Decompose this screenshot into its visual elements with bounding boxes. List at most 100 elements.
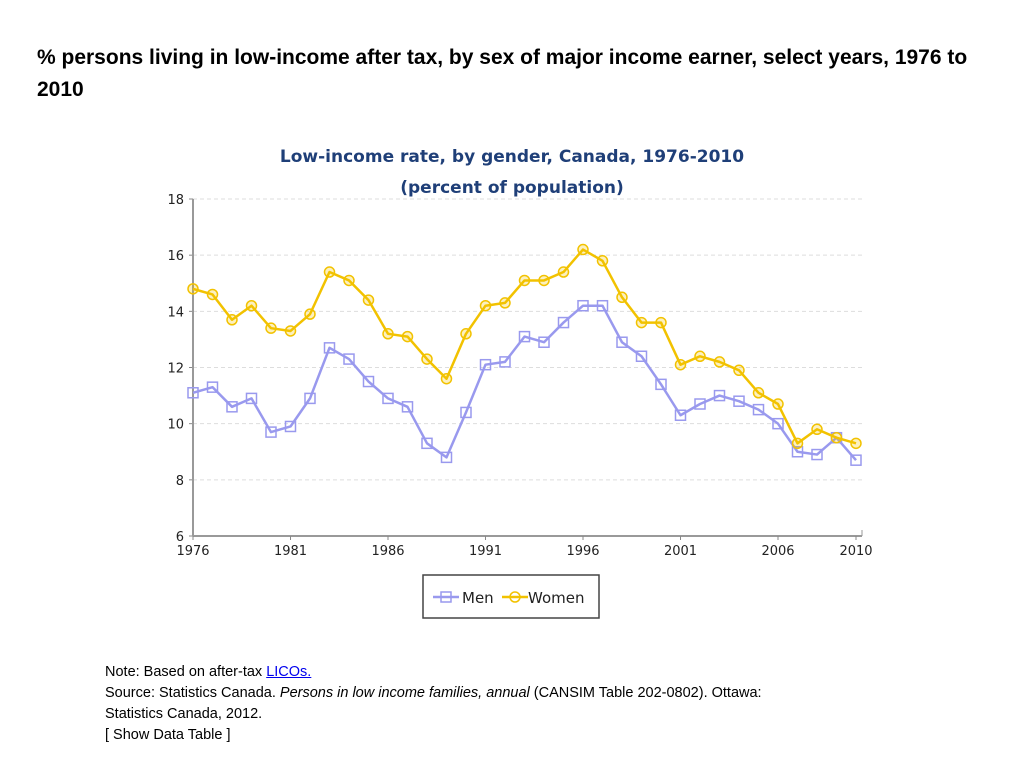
x-tick-label: 1976	[176, 544, 209, 559]
data-point	[401, 401, 414, 413]
slide-title: % persons living in low-income after tax…	[37, 46, 968, 101]
notes: Note: Based on after-tax LICOs. Source: …	[105, 662, 762, 746]
data-point	[733, 364, 745, 377]
x-tick-label: 2006	[761, 544, 794, 559]
data-point	[343, 353, 355, 365]
data-point	[850, 437, 862, 450]
data-point	[752, 387, 765, 399]
data-point	[538, 336, 550, 348]
data-point	[772, 417, 784, 430]
data-point	[616, 291, 628, 304]
data-point	[245, 392, 258, 405]
data-point	[518, 274, 531, 287]
data-point	[499, 297, 511, 309]
data-point	[304, 392, 316, 405]
data-point	[655, 316, 667, 329]
data-point	[752, 403, 765, 416]
series-line-women	[192, 248, 857, 445]
data-point	[206, 288, 219, 301]
data-point	[655, 378, 667, 391]
legend-men-label: Men	[462, 589, 494, 607]
data-point	[811, 448, 823, 461]
data-point	[596, 299, 609, 312]
data-point	[440, 372, 453, 385]
data-point	[460, 406, 472, 419]
data-point	[226, 401, 238, 413]
y-tick-label: 6	[176, 530, 184, 545]
line-chart: Low-income rate, by gender, Canada, 1976…	[167, 147, 873, 619]
source-line-2: Statistics Canada, 2012.	[105, 706, 263, 722]
x-tick-label: 1986	[371, 544, 404, 559]
legend-men-marker	[440, 591, 452, 603]
data-point	[421, 437, 433, 450]
data-point	[226, 314, 238, 326]
data-point	[284, 420, 297, 433]
data-point	[791, 437, 804, 450]
legend-women-marker	[509, 591, 521, 603]
data-point	[440, 451, 453, 464]
data-point	[830, 431, 843, 444]
data-point	[694, 398, 706, 410]
legend: Men Women	[422, 574, 600, 619]
data-point	[479, 358, 492, 371]
data-point	[518, 330, 531, 343]
source-line: Source: Statistics Canada. Persons in lo…	[105, 683, 762, 704]
data-point	[733, 395, 745, 407]
data-point	[401, 330, 414, 343]
data-point	[713, 356, 726, 368]
data-point	[206, 381, 219, 393]
data-point	[323, 266, 336, 278]
source-text: Source: Statistics Canada.	[105, 685, 280, 701]
data-point	[323, 342, 336, 354]
y-tick-label: 8	[176, 474, 184, 489]
data-point	[791, 446, 804, 458]
data-point	[635, 350, 648, 363]
data-point	[811, 423, 823, 436]
data-point	[284, 325, 297, 337]
data-point	[577, 243, 589, 256]
data-point	[596, 255, 609, 267]
data-point	[304, 308, 316, 320]
note-text: Note: Based on after-tax	[105, 664, 267, 680]
source-publication: Persons in low income families, annual	[279, 685, 530, 701]
data-point	[674, 409, 687, 421]
data-point	[635, 316, 648, 329]
y-tick-label: 16	[167, 249, 184, 264]
x-tick-label: 1996	[566, 544, 599, 559]
licos-link[interactable]: LICOs.	[266, 664, 312, 680]
data-point	[577, 299, 589, 312]
data-point	[421, 353, 433, 365]
data-point	[382, 328, 394, 340]
data-point	[362, 294, 375, 306]
y-tick-label: 14	[167, 305, 184, 320]
show-data-table-button[interactable]: [ Show Data Table ]	[105, 727, 231, 743]
data-point	[538, 274, 550, 287]
data-point	[343, 274, 355, 287]
data-point	[772, 398, 784, 410]
data-point	[265, 322, 277, 334]
series-men	[187, 299, 862, 466]
legend-women-label: Women	[528, 589, 584, 607]
data-point	[713, 389, 726, 402]
x-tick-label: 2001	[664, 544, 697, 559]
source-table: (CANSIM Table 202-0802). Ottawa:	[529, 685, 762, 701]
data-point	[265, 426, 277, 438]
data-point	[499, 356, 511, 368]
x-tick-label: 1991	[469, 544, 502, 559]
data-point	[187, 387, 199, 399]
note-line: Note: Based on after-tax LICOs.	[105, 662, 762, 683]
data-point	[616, 336, 628, 348]
data-point	[479, 299, 492, 312]
y-tick-label: 10	[167, 418, 184, 433]
data-point	[245, 299, 258, 312]
data-point	[557, 266, 570, 278]
chart-title: Low-income rate, by gender, Canada, 1976…	[280, 147, 744, 167]
data-point	[557, 316, 570, 329]
data-point	[674, 358, 687, 371]
data-point	[460, 328, 472, 340]
y-tick-label: 18	[167, 193, 184, 208]
data-point	[382, 392, 394, 405]
y-tick-label: 12	[167, 362, 184, 377]
x-tick-label: 2010	[839, 544, 872, 559]
series-line-men	[192, 304, 857, 461]
